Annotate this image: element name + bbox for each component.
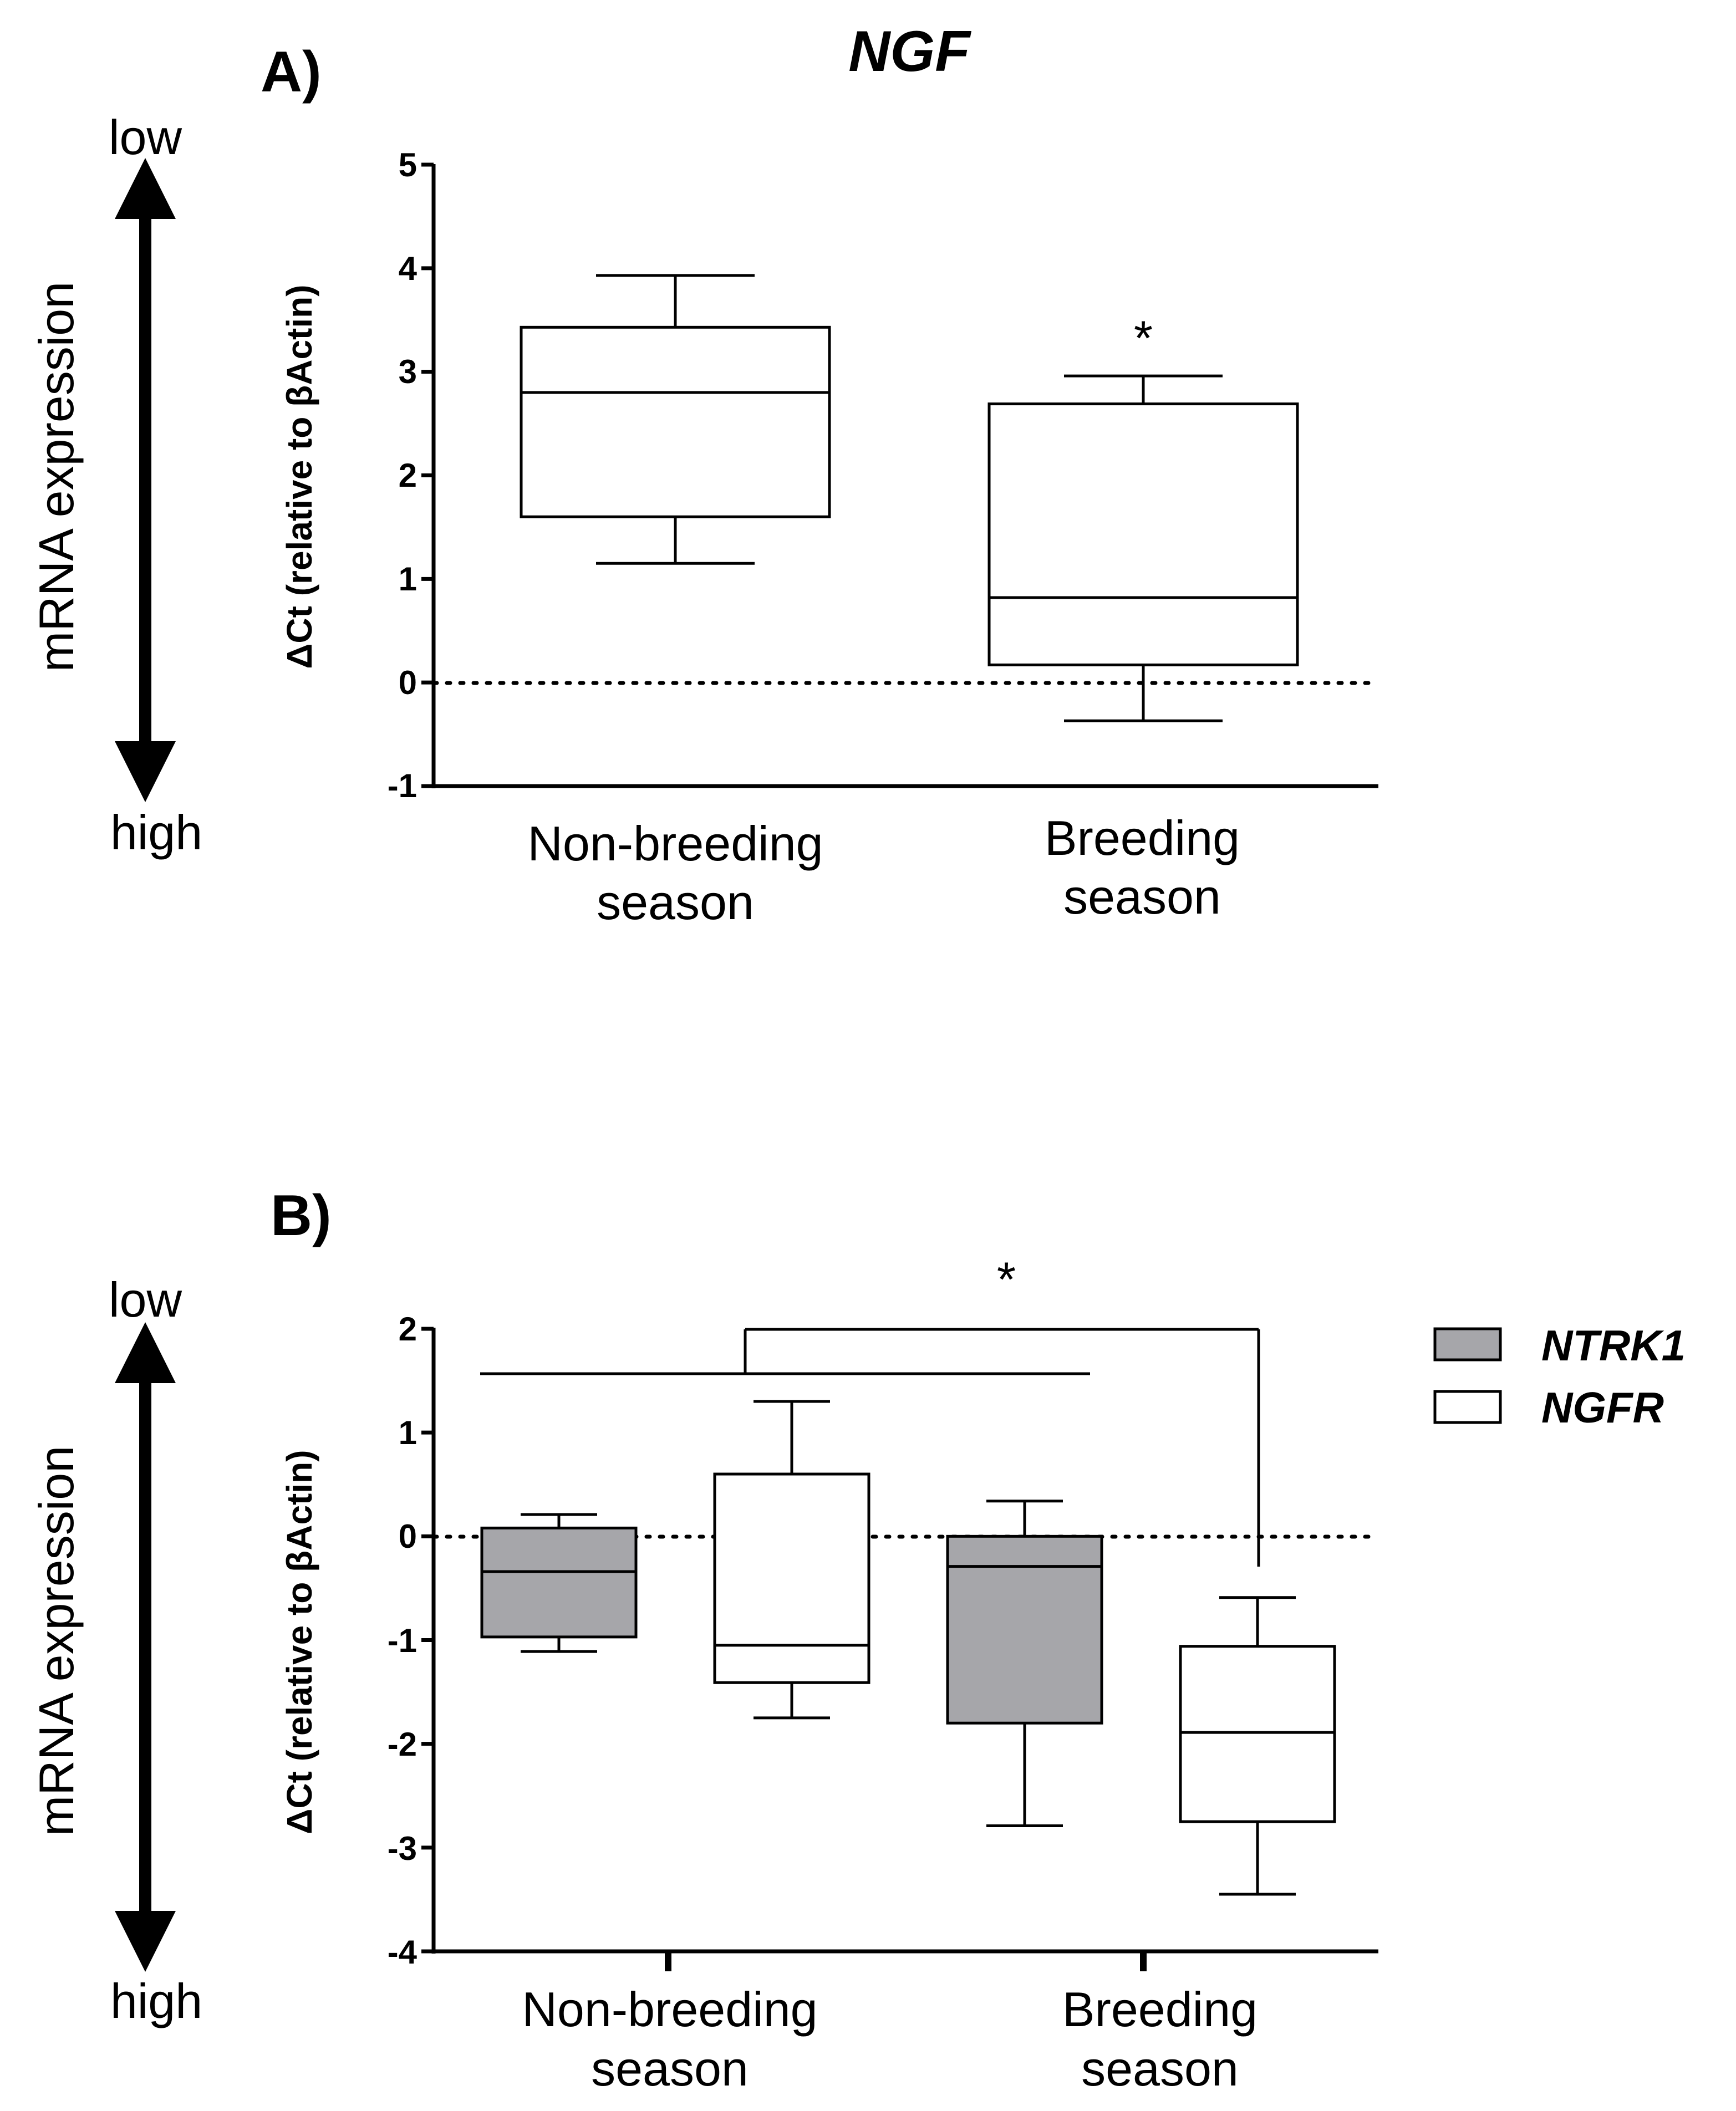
panel-b-side-high: high	[110, 1974, 202, 2028]
panel-b-category-label: Breeding	[1062, 1982, 1258, 2037]
panel-b-label: B)	[271, 1184, 332, 1248]
panel-b-ntrk1-0-box	[480, 1526, 638, 1639]
legend-swatch-ngfr	[1433, 1390, 1502, 1424]
panel-b-category-label: season	[1081, 2041, 1239, 2096]
panel-a-y-tick-label: 1	[399, 560, 417, 598]
panel-a-side-high: high	[110, 805, 202, 860]
panel-a-y-tick-label: 4	[399, 250, 418, 287]
panel-a-y-tick-label: -1	[388, 767, 417, 804]
panel-b-ngfr-1-box	[1179, 1645, 1336, 1823]
panel-a-category-label: Breeding	[1045, 810, 1240, 865]
legend-label-ngfr: NGFR	[1541, 1383, 1664, 1432]
panel-a-y-tick-label: 3	[399, 353, 417, 390]
panel-a-ngf-1-box	[987, 402, 1299, 666]
panel-b-tick-marks	[421, 1327, 434, 1954]
panel-b-y-tick-label: 0	[399, 1518, 417, 1555]
panel-b-y-tick-label: 1	[399, 1414, 417, 1451]
panel-a-category-label: season	[1063, 869, 1221, 924]
panel-b-y-tick-label: 2	[399, 1311, 417, 1348]
panel-b-y-tick-label: -1	[388, 1622, 417, 1659]
panel-a: A) NGF low mRNA expression high ΔCt (rel…	[29, 19, 1381, 930]
panel-b-y-label: ΔCt (relative to βActin)	[279, 1450, 319, 1834]
panel-b-significance-bracket	[480, 1328, 1260, 1567]
panel-b-y-ticks: 2 1 0 -1 -2 -3 -4	[388, 1311, 418, 1971]
panel-a-title: NGF	[848, 19, 971, 84]
panel-a-y-tick-label: 5	[399, 146, 417, 183]
panel-b-side-label: mRNA expression	[29, 1446, 84, 1836]
panel-a-label: A)	[261, 40, 322, 104]
legend-swatch-ntrk1	[1433, 1327, 1502, 1362]
panel-b-significance: *	[997, 1252, 1016, 1307]
panel-b-y-tick-label: -4	[388, 1934, 418, 1971]
panel-b-y-tick-label: -2	[388, 1726, 417, 1763]
panel-a-ngf-0-box	[520, 325, 831, 518]
panel-b-side-low: low	[109, 1272, 182, 1327]
panel-b-ntrk1-1-box	[946, 1534, 1103, 1725]
panel-a-tick-marks	[421, 162, 434, 788]
panel-a-side-low: low	[109, 110, 182, 165]
panel-a-category-label: Non-breeding	[527, 816, 823, 871]
panel-b-y-tick-label: -3	[388, 1830, 417, 1867]
legend-label-ntrk1: NTRK1	[1541, 1321, 1686, 1370]
panel-a-y-ticks: 5 4 3 2 1 0 -1	[388, 146, 418, 804]
panel-b-category-label: season	[591, 2041, 749, 2096]
panel-b: B) low mRNA expression high ΔCt (relativ…	[29, 1184, 1686, 2096]
panel-b-category-label: Non-breeding	[522, 1982, 817, 2037]
panel-a-y-label: ΔCt (relative to βActin)	[279, 284, 319, 669]
panel-a-category-label: season	[597, 875, 754, 930]
panel-a-y-tick-label: 2	[399, 457, 417, 494]
panel-b-legend: NTRK1 NGFR	[1433, 1321, 1686, 1432]
panel-a-boxes	[520, 274, 1299, 722]
panel-a-side-label: mRNA expression	[29, 282, 84, 672]
panel-b-ngfr-0-box	[713, 1472, 870, 1684]
panel-a-y-tick-label: 0	[399, 664, 417, 701]
panel-a-significance: *	[1134, 310, 1153, 365]
panel-b-boxes	[480, 1400, 1336, 1896]
